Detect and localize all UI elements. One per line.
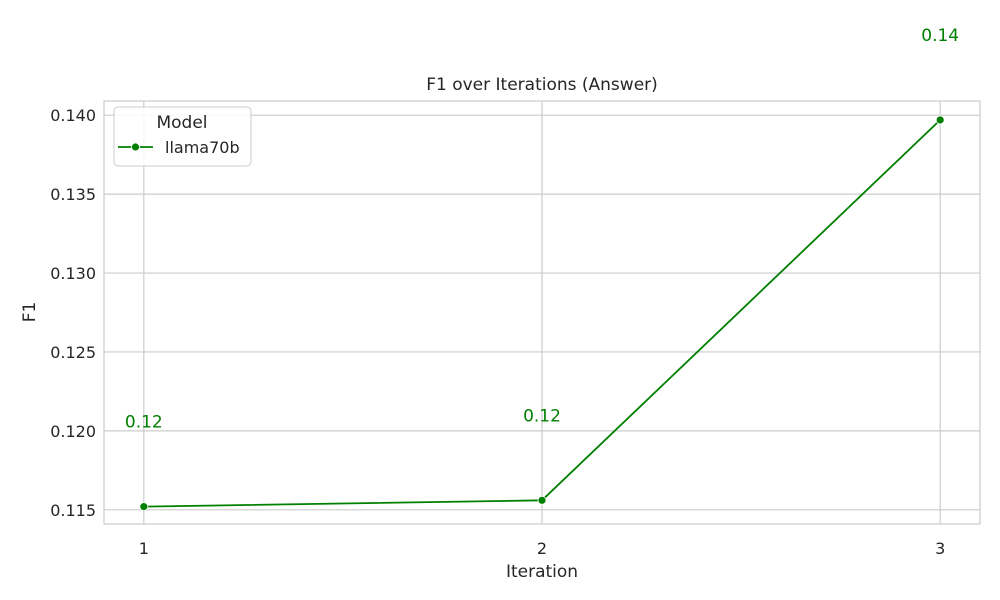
x-axis-ticks: 1 2 3	[139, 539, 946, 558]
x-axis-label: Iteration	[506, 562, 578, 582]
data-point	[935, 115, 945, 125]
y-tick-label: 0.125	[50, 343, 96, 362]
data-label: 0.12	[125, 413, 163, 433]
data-label-layer: 0.12 0.12 0.14	[125, 26, 959, 433]
data-label: 0.14	[921, 26, 959, 46]
x-tick-label: 2	[537, 539, 547, 558]
legend-box	[113, 106, 252, 167]
data-point	[139, 502, 149, 512]
x-tick-label: 3	[935, 539, 945, 558]
legend-title: Model	[156, 113, 207, 133]
legend-label: llama70b	[165, 138, 240, 157]
y-axis-label: F1	[20, 302, 40, 323]
y-tick-label: 0.140	[50, 106, 96, 125]
legend-swatch-marker	[131, 142, 140, 152]
legend: Model llama70b	[113, 106, 252, 167]
y-tick-label: 0.130	[50, 264, 96, 283]
chart-title: F1 over Iterations (Answer)	[426, 75, 658, 95]
y-tick-label: 0.135	[50, 185, 96, 204]
series-layer	[139, 115, 945, 512]
y-axis-ticks: 0.115 0.120 0.125 0.130 0.135 0.140	[50, 106, 96, 520]
y-tick-label: 0.120	[50, 422, 96, 441]
data-label: 0.12	[523, 406, 561, 426]
y-tick-label: 0.115	[50, 501, 96, 520]
plot-area-frame	[103, 100, 981, 525]
data-point	[537, 495, 547, 505]
x-tick-label: 1	[139, 539, 149, 558]
